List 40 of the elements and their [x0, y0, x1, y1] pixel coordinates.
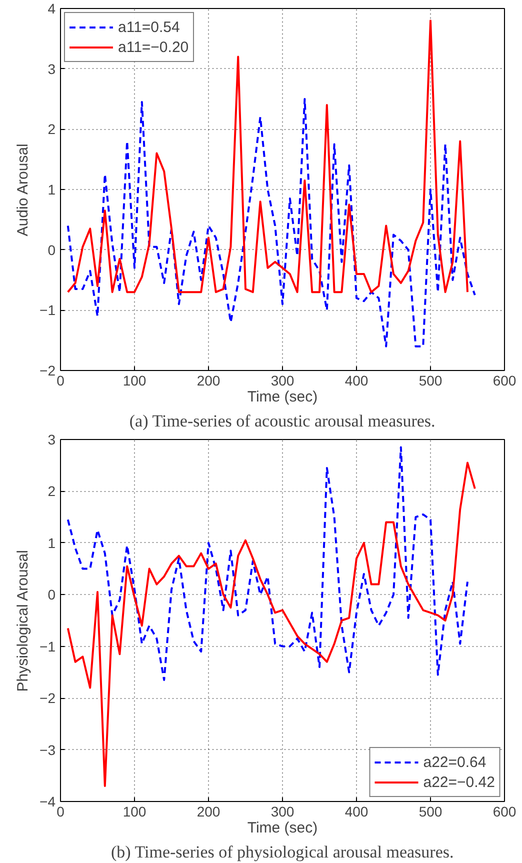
x-tick-label: 500: [418, 804, 442, 820]
x-tick-label: 600: [492, 372, 516, 388]
x-tick-label: 300: [270, 804, 294, 820]
legend-label: a22=0.64: [423, 753, 486, 771]
legend-label: a22=−0.42: [423, 773, 495, 791]
x-tick-label: 200: [196, 372, 220, 388]
line-series: [66, 98, 476, 348]
x-tick-label: 500: [418, 372, 442, 388]
y-tick-label: −3: [40, 742, 56, 758]
x-tick-label: 100: [122, 372, 146, 388]
x-axis-title: Time (sec): [247, 820, 318, 836]
y-tick-label: 2: [48, 483, 56, 500]
y-axis-title: Audio Arousal: [14, 144, 32, 236]
x-tick-label: 400: [344, 804, 368, 820]
x-tick-label: 400: [344, 372, 368, 388]
y-tick-label: −1: [40, 302, 56, 318]
y-tick-label: −4: [40, 794, 56, 810]
x-tick-label: 200: [196, 804, 220, 820]
line-series: [66, 446, 468, 681]
y-tick-label: 2: [48, 121, 56, 138]
text: (b) Time-series of physiological arousal measures.: [110, 842, 454, 862]
y-tick-label: 1: [48, 534, 56, 551]
y-tick-label: 4: [48, 0, 56, 16]
y-tick-label: 0: [48, 242, 56, 258]
y-axis-title: Physiological Arousal: [14, 550, 32, 692]
legend-label: a11=0.54: [118, 18, 180, 36]
x-axis-title: Time (sec): [247, 388, 318, 406]
y-tick-label: −1: [40, 638, 56, 654]
y-tick-label: −2: [40, 690, 56, 706]
y-tick-label: 3: [48, 60, 56, 77]
y-tick-label: −2: [40, 362, 56, 378]
y-tick-label: 0: [48, 586, 56, 603]
y-tick-label: 1: [48, 182, 56, 198]
text: (a) Time-series of acoustic arousal measures.: [129, 412, 436, 430]
legend-label: a11=−0.20: [118, 38, 189, 56]
x-tick-label: 300: [270, 372, 294, 388]
line-series: [66, 20, 468, 294]
y-tick-label: 3: [48, 432, 56, 448]
x-tick-label: 600: [492, 804, 516, 820]
x-tick-label: 100: [122, 804, 146, 820]
